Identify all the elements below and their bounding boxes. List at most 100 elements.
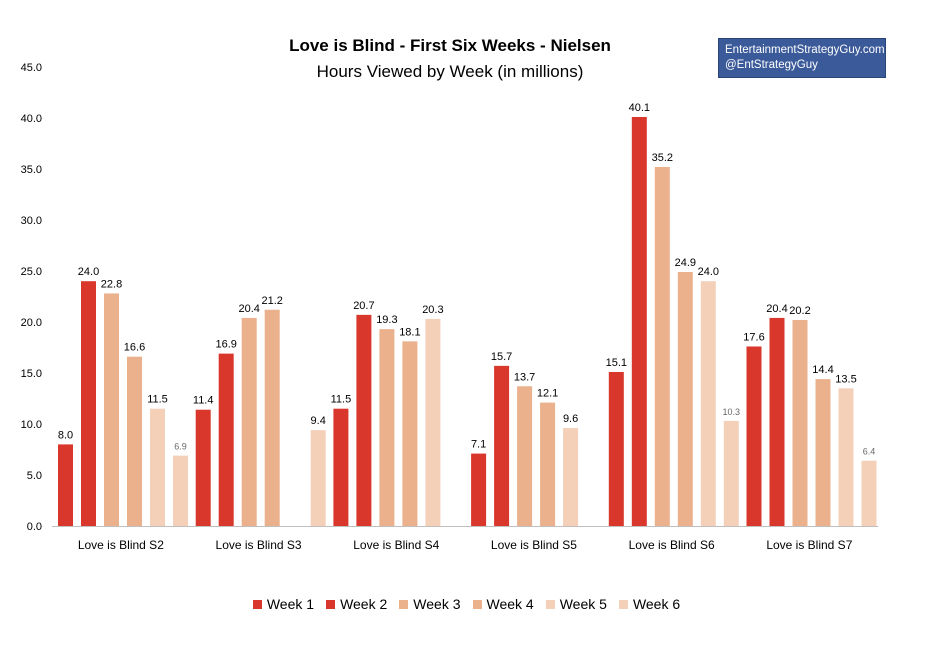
data-label: 9.6 <box>563 413 578 425</box>
y-tick-label: 5.0 <box>27 470 42 482</box>
data-label: 10.3 <box>723 407 741 417</box>
data-label: 19.3 <box>376 314 397 326</box>
bar <box>104 293 119 526</box>
legend-swatch <box>472 600 482 609</box>
data-label: 16.9 <box>215 339 236 351</box>
bar <box>81 281 96 526</box>
bar <box>838 388 854 526</box>
x-category-label: Love is Blind S6 <box>629 538 715 552</box>
legend-swatch <box>545 600 555 609</box>
bar <box>310 430 326 526</box>
y-tick-label: 25.0 <box>21 266 42 278</box>
bar <box>517 386 533 526</box>
legend-swatch <box>252 600 262 609</box>
data-label: 7.1 <box>471 439 486 451</box>
x-category-label: Love is Blind S3 <box>216 538 302 552</box>
data-label: 40.1 <box>629 102 650 114</box>
bar <box>402 341 418 526</box>
data-label: 22.8 <box>101 278 122 290</box>
legend-label: Week 2 <box>340 596 388 612</box>
data-label: 11.4 <box>193 395 214 407</box>
legend-item: Week 2 <box>326 596 387 612</box>
y-tick-label: 20.0 <box>21 317 42 329</box>
data-label: 20.7 <box>353 300 374 312</box>
y-tick-label: 40.0 <box>21 113 42 125</box>
bar <box>654 166 670 526</box>
legend-swatch <box>618 600 628 609</box>
legend-item: Week 5 <box>545 596 607 612</box>
data-label: 18.1 <box>399 326 420 338</box>
data-label: 12.1 <box>537 388 558 400</box>
legend-label: Week 6 <box>632 596 681 612</box>
y-tick-label: 0.0 <box>27 521 42 533</box>
data-label: 24.0 <box>698 266 719 278</box>
bar <box>677 272 693 526</box>
data-label: 15.1 <box>606 357 627 369</box>
bar <box>471 453 487 526</box>
data-label: 13.5 <box>835 373 856 385</box>
brand-website: EntertainmentStrategyGuy.com <box>725 44 885 56</box>
bar <box>608 371 624 526</box>
brand-handle: @EntStrategyGuy <box>725 59 818 71</box>
y-tick-label: 35.0 <box>21 164 42 176</box>
data-label: 20.4 <box>238 303 259 315</box>
bar <box>195 409 211 526</box>
bar <box>127 356 142 526</box>
data-label: 20.4 <box>766 303 787 315</box>
bar <box>792 319 808 526</box>
legend-label: Week 1 <box>266 596 315 612</box>
legend-swatch <box>399 600 409 609</box>
y-tick-label: 15.0 <box>21 368 42 380</box>
x-category-label: Love is Blind S2 <box>78 538 164 552</box>
data-label: 16.6 <box>124 342 145 354</box>
data-label: 15.7 <box>491 351 512 363</box>
legend-item: Week 4 <box>472 596 534 612</box>
x-category-label: Love is Blind S5 <box>491 538 577 552</box>
data-label: 35.2 <box>652 152 673 164</box>
legend-label: Week 3 <box>413 596 461 612</box>
legend-item: Week 1 <box>252 596 315 612</box>
legend-item: Week 6 <box>618 596 681 612</box>
bar <box>356 314 372 526</box>
bar <box>241 317 257 526</box>
bar <box>150 408 165 526</box>
bar <box>218 353 234 526</box>
data-label: 13.7 <box>514 371 535 383</box>
bar <box>58 444 73 526</box>
data-label: 9.4 <box>311 415 326 427</box>
data-label: 24.9 <box>675 257 696 269</box>
data-label: 20.2 <box>789 305 810 317</box>
data-label: 6.9 <box>174 442 187 452</box>
x-category-label: Love is Blind S7 <box>766 538 852 552</box>
data-label: 21.2 <box>261 295 282 307</box>
bar <box>746 346 762 526</box>
bar <box>540 402 556 526</box>
bar <box>631 116 647 526</box>
bar <box>264 309 280 526</box>
bar <box>861 460 877 526</box>
chart-legend: Week 1 Week 2 Week 3 Week 4 Week 5 Week 6 <box>0 596 933 612</box>
bar <box>769 317 785 526</box>
data-label: 11.5 <box>147 394 168 406</box>
legend-swatch <box>326 600 336 609</box>
data-label: 11.5 <box>331 394 352 406</box>
y-tick-label: 30.0 <box>21 215 42 227</box>
chart-subtitle: Hours Viewed by Week (in millions) <box>316 62 584 81</box>
chart-title: Love is Blind - First Six Weeks - Nielse… <box>289 36 611 55</box>
bar <box>815 379 831 526</box>
bar <box>494 365 510 526</box>
bar <box>379 329 395 526</box>
x-category-label: Love is Blind S4 <box>353 538 439 552</box>
data-label: 17.6 <box>743 331 764 343</box>
data-label: 24.0 <box>78 266 99 278</box>
bar <box>173 455 188 526</box>
brand-box: EntertainmentStrategyGuy.com @EntStrateg… <box>718 38 886 78</box>
data-label: 20.3 <box>422 304 443 316</box>
y-tick-label: 10.0 <box>21 419 42 431</box>
legend-label: Week 5 <box>559 596 607 612</box>
y-tick-label: 45.0 <box>21 62 42 74</box>
bar <box>700 281 716 526</box>
bar <box>723 420 739 526</box>
bar <box>425 318 441 526</box>
